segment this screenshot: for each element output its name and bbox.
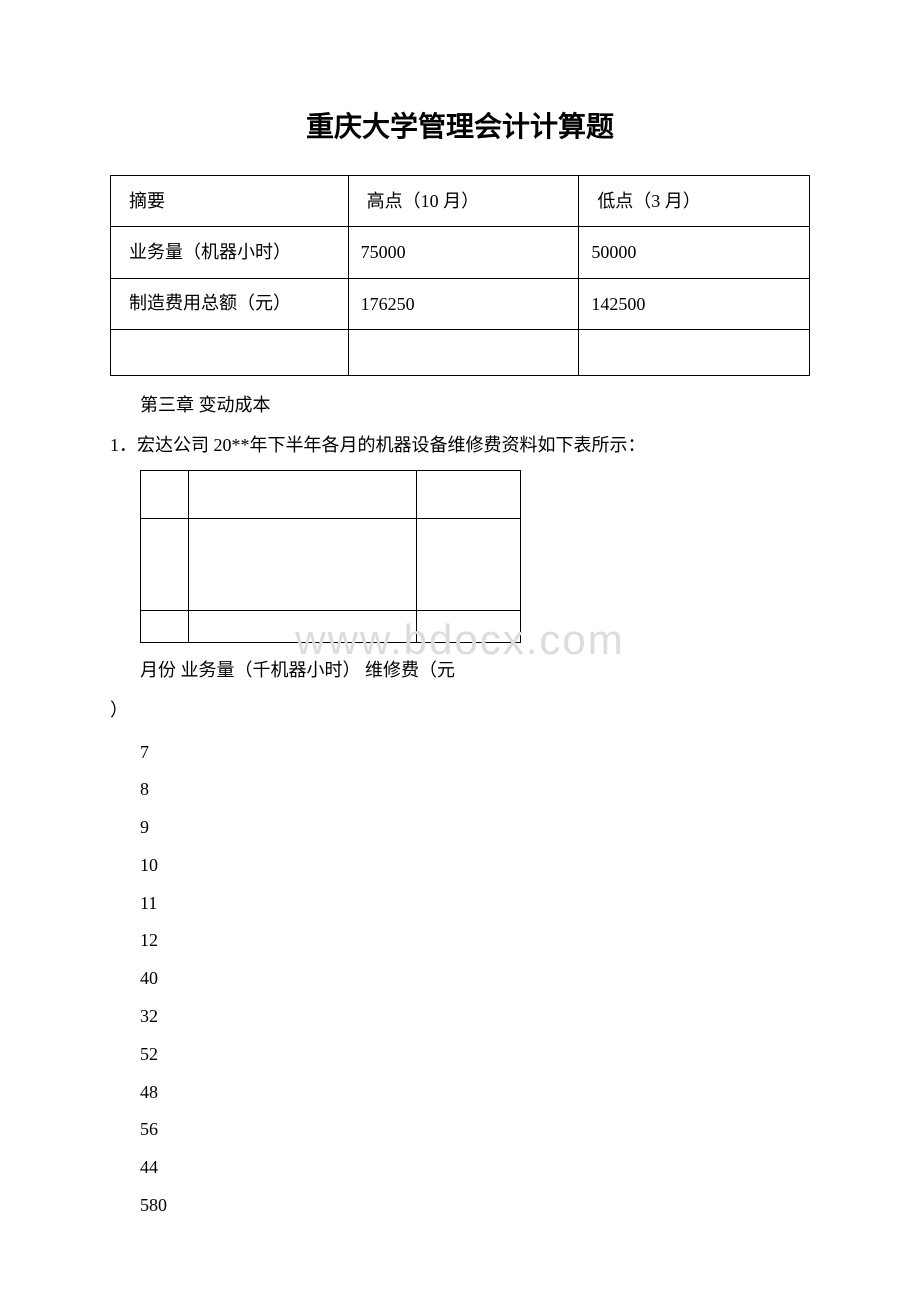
cell-text: 高点（10 月） bbox=[367, 191, 480, 211]
cell-high: 176250 bbox=[348, 278, 579, 329]
page-title: 重庆大学管理会计计算题 bbox=[110, 100, 810, 153]
cell-low: 50000 bbox=[579, 227, 810, 278]
chapter-heading: 第三章 变动成本 bbox=[140, 388, 810, 422]
cell bbox=[189, 611, 417, 643]
cell-text: 176250 bbox=[361, 294, 415, 314]
list-item: 12 bbox=[140, 922, 810, 960]
table-row bbox=[141, 471, 521, 519]
cell bbox=[189, 519, 417, 611]
table-row bbox=[111, 329, 810, 375]
empty-table bbox=[140, 470, 521, 643]
caption-line-2: ） bbox=[110, 693, 810, 727]
cell bbox=[189, 471, 417, 519]
table-row: 业务量（机器小时） 75000 50000 bbox=[111, 227, 810, 278]
list-item: 8 bbox=[140, 771, 810, 809]
cell-low bbox=[579, 329, 810, 375]
cell-text: 业务量（机器小时） bbox=[129, 242, 291, 262]
cell-high bbox=[348, 329, 579, 375]
list-item: 56 bbox=[140, 1111, 810, 1149]
cell-text: 制造费用总额（元） bbox=[129, 293, 291, 313]
caption-line: 月份 业务量（千机器小时） 维修费（元 bbox=[140, 653, 810, 687]
cell bbox=[417, 611, 521, 643]
list-item: 48 bbox=[140, 1074, 810, 1112]
summary-table: 摘要 高点（10 月） 低点（3 月） 业务量（机器小时） 75000 5000… bbox=[110, 175, 810, 376]
list-item: 11 bbox=[140, 885, 810, 923]
row-label bbox=[111, 329, 349, 375]
row-label: 业务量（机器小时） bbox=[111, 227, 349, 278]
header-cell: 低点（3 月） bbox=[579, 176, 810, 227]
list-item: 40 bbox=[140, 960, 810, 998]
cell-text: 50000 bbox=[591, 242, 636, 262]
list-item: 580 bbox=[140, 1187, 810, 1225]
list-item: 10 bbox=[140, 847, 810, 885]
cell-low: 142500 bbox=[579, 278, 810, 329]
cell-high: 75000 bbox=[348, 227, 579, 278]
list-item: 52 bbox=[140, 1036, 810, 1074]
list-item: 9 bbox=[140, 809, 810, 847]
list-item: 44 bbox=[140, 1149, 810, 1187]
cell bbox=[141, 611, 189, 643]
cell bbox=[417, 519, 521, 611]
data-list: 7 8 9 10 11 12 40 32 52 48 56 44 580 bbox=[140, 734, 810, 1225]
cell-text: 142500 bbox=[591, 294, 645, 314]
cell bbox=[141, 519, 189, 611]
cell-text: 摘要 bbox=[129, 191, 165, 211]
list-item: 32 bbox=[140, 998, 810, 1036]
header-cell: 高点（10 月） bbox=[348, 176, 579, 227]
table-row bbox=[141, 519, 521, 611]
header-cell: 摘要 bbox=[111, 176, 349, 227]
table-row bbox=[141, 611, 521, 643]
table-row: 制造费用总额（元） 176250 142500 bbox=[111, 278, 810, 329]
cell-text: 75000 bbox=[361, 242, 406, 262]
row-label: 制造费用总额（元） bbox=[111, 278, 349, 329]
list-item: 7 bbox=[140, 734, 810, 772]
table-row: 摘要 高点（10 月） 低点（3 月） bbox=[111, 176, 810, 227]
cell bbox=[141, 471, 189, 519]
cell bbox=[417, 471, 521, 519]
problem-statement: 1．宏达公司 20**年下半年各月的机器设备维修费资料如下表所示： bbox=[110, 428, 810, 462]
cell-text: 低点（3 月） bbox=[597, 191, 701, 211]
